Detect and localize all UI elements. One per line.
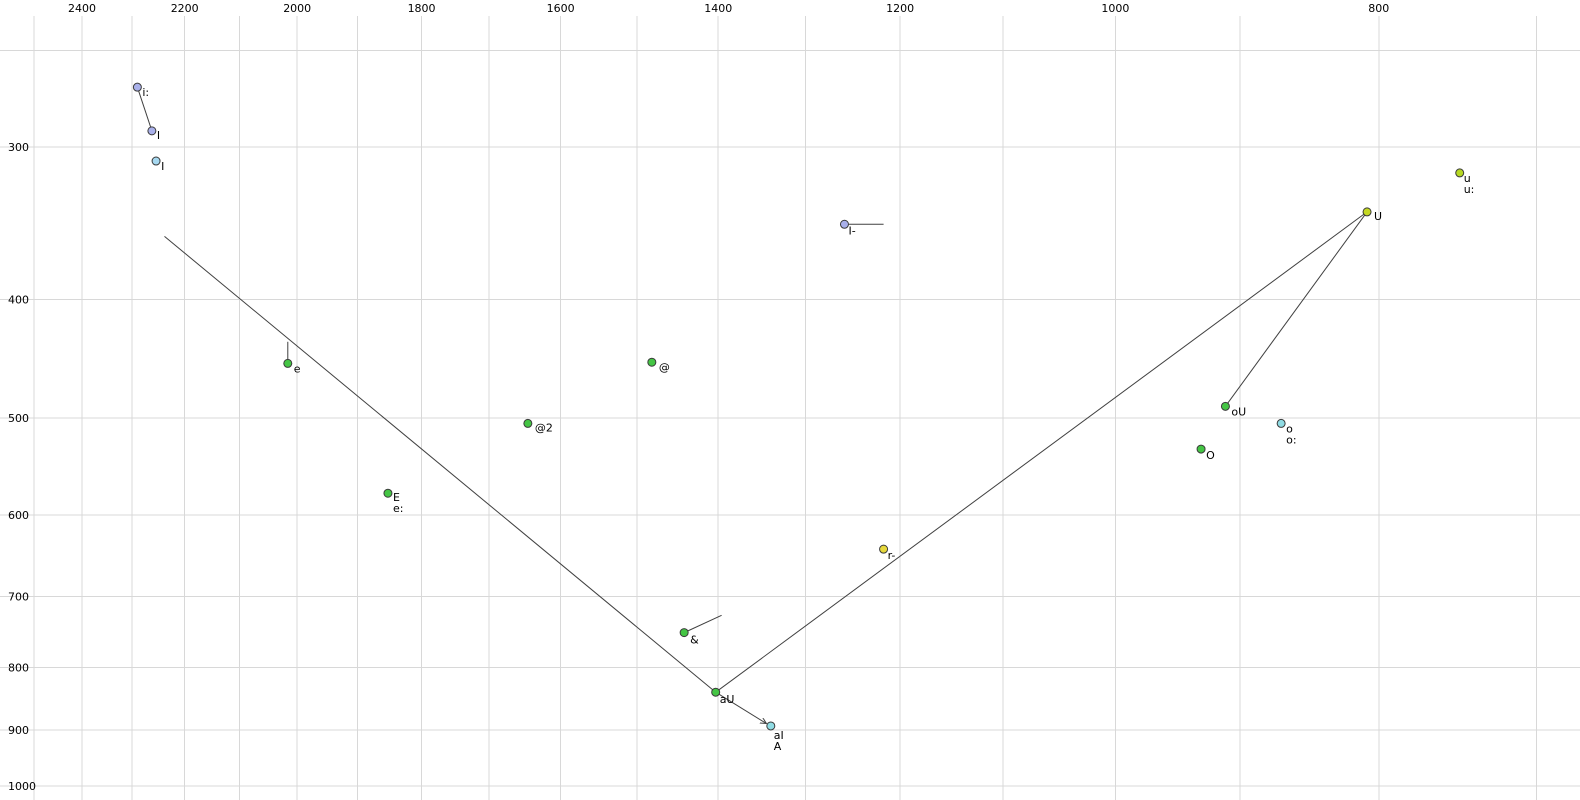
vowel-point-au [711,687,721,697]
vowel-point-ou [1220,401,1230,411]
vowel-label-schwa-2: @2 [535,421,553,434]
vowel-label-ou: oU [1231,405,1246,418]
vowel-label-e: e [294,362,301,375]
trajectory-i-long-to-i-cap [136,87,153,132]
vowel-label-o-long-1: o [1286,422,1293,435]
y-tick-label-500: 500 [8,412,29,425]
vowel-label-o-cap: O [1206,449,1215,462]
x-tick-label-2400: 2400 [68,2,96,15]
vowel-label-i-long: i: [142,86,149,99]
vowel-point-schwa-2 [523,418,533,428]
vowel-point-i-cap-2 [151,156,161,166]
vowel-point-barred-i [839,219,849,229]
x-tick-label-1400: 1400 [704,2,732,15]
vowel-point-u-cap [1362,207,1372,217]
vowel-label-i-cap-2: I [161,160,164,173]
vowel-label-r-syllabic: r- [888,549,896,562]
vowel-point-r-syllabic [879,544,889,554]
vowel-label-u-long-1: u [1464,172,1471,185]
x-tick-label-1600: 1600 [547,2,575,15]
x-tick-label-2000: 2000 [283,2,311,15]
vowel-label-eps-long-1: E [393,491,400,504]
vowel-point-schwa [647,357,657,367]
vowel-point-ai [766,721,776,731]
vowel-label-au: aU [720,693,735,706]
x-tick-label-1000: 1000 [1101,2,1129,15]
vowel-label-i-cap-1: I [157,129,160,142]
vowel-label-u-cap: U [1374,210,1382,223]
x-tick-label-1800: 1800 [408,2,436,15]
vowel-label-schwa: @ [659,361,670,374]
y-tick-label-900: 900 [8,724,29,737]
y-tick-label-600: 600 [8,509,29,522]
x-tick-label-1200: 1200 [886,2,914,15]
trajectory-au-to-u-cap [715,211,1368,693]
vowel-point-o-cap [1196,444,1206,454]
vowel-point-ash [679,628,689,638]
vowel-point-u-long [1455,168,1465,178]
y-tick-label-1000: 1000 [8,780,36,793]
y-tick-label-300: 300 [8,141,29,154]
trajectory-au-to-ai [715,691,767,723]
vowel-point-i-cap-1 [147,126,157,136]
vowel-label-ai-1: aI [774,729,784,742]
y-tick-label-800: 800 [8,662,29,675]
x-tick-label-2200: 2200 [171,2,199,15]
vowel-point-i-long [132,82,142,92]
vowel-point-e [283,358,293,368]
vowel-point-eps-long [383,488,393,498]
vowel-point-o-long [1276,418,1286,428]
y-tick-label-400: 400 [8,294,29,307]
vowel-label-u-long-2: u: [1464,183,1475,196]
trajectory-ash-tail [683,614,722,634]
trajectory-front-diagonal [164,235,717,693]
y-tick-label-700: 700 [8,591,29,604]
vowel-label-ai-2: A [774,740,782,753]
vowel-label-o-long-2: o: [1286,433,1296,446]
vowel-label-ash: & [690,634,699,647]
vowel-label-barred-i: I- [848,224,855,237]
x-tick-label-800: 800 [1368,2,1389,15]
trajectory-ou-to-u-cap [1225,211,1368,407]
vowel-label-eps-long-2: e: [393,502,403,515]
